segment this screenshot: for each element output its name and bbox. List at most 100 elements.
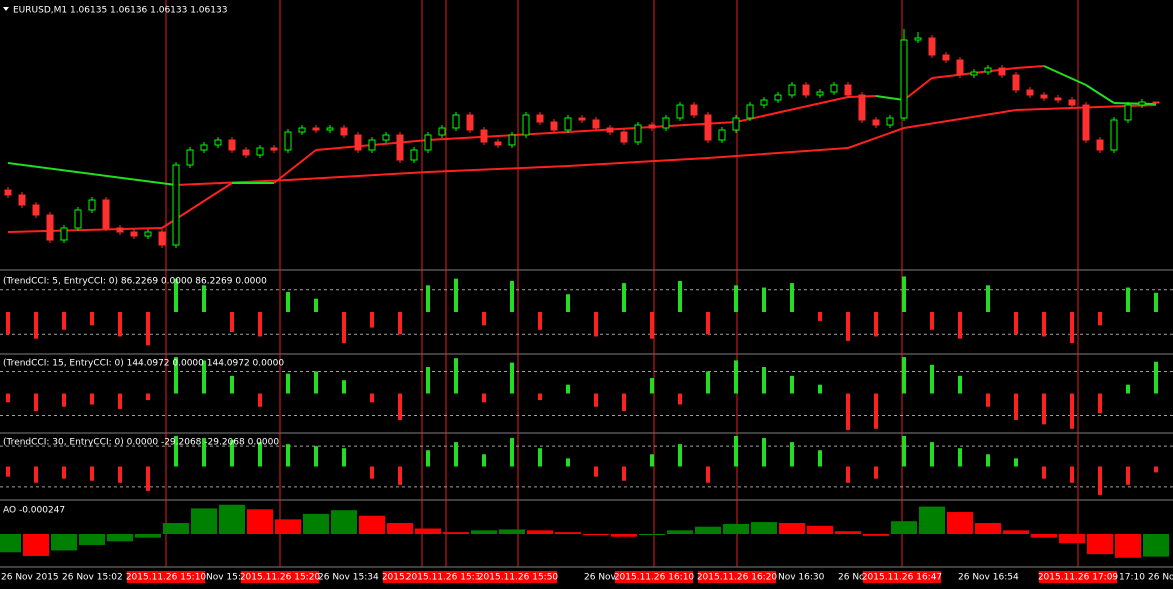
cci-bar xyxy=(538,448,542,467)
cci-bar xyxy=(90,312,94,326)
candle-body xyxy=(662,117,670,129)
menu-triangle[interactable] xyxy=(3,7,9,11)
cci-bar xyxy=(370,466,374,479)
ao-bar xyxy=(919,506,945,534)
candle-body xyxy=(340,127,348,136)
candle-body xyxy=(522,114,530,136)
cci-bar xyxy=(370,393,374,403)
cci-bar xyxy=(874,466,878,479)
cci-bar xyxy=(986,285,990,312)
candle-body xyxy=(396,134,404,161)
cci-bar xyxy=(1042,393,1046,425)
cci-bar xyxy=(706,312,710,335)
time-label: 2015.11.26 16:10 xyxy=(614,573,695,583)
candle-body xyxy=(844,84,852,96)
candle-body xyxy=(1012,74,1020,91)
cci-bar xyxy=(1126,287,1130,312)
cci-bar xyxy=(6,466,10,477)
moving-average-segment xyxy=(1015,65,1045,69)
cci-bar xyxy=(594,393,598,407)
candle-body xyxy=(774,94,782,101)
candle-body xyxy=(46,214,54,241)
cci-bar xyxy=(846,466,850,483)
ao-bar xyxy=(891,521,917,534)
cci-bar xyxy=(874,393,878,429)
cci-bar xyxy=(314,371,318,394)
ao-bar xyxy=(527,530,553,534)
candle-body xyxy=(368,139,376,151)
candle-body xyxy=(1110,119,1118,151)
candle-body xyxy=(760,99,768,106)
cci-bar xyxy=(146,312,150,346)
cci-bar xyxy=(1154,361,1158,394)
ao-bar xyxy=(947,512,973,534)
cci-bar xyxy=(958,312,962,339)
moving-average-segment xyxy=(1043,65,1087,86)
moving-average-segment xyxy=(903,77,933,101)
cci-bar xyxy=(678,393,682,405)
cci-bar xyxy=(846,393,850,430)
cci-bar xyxy=(426,450,430,467)
cci-bar xyxy=(510,280,514,312)
cci-bar xyxy=(6,312,10,335)
cci-bar xyxy=(62,312,66,330)
ao-bar xyxy=(247,509,273,534)
candle-body xyxy=(648,124,656,129)
ao-bar xyxy=(863,534,889,536)
candle-body xyxy=(354,134,362,151)
cci-bar xyxy=(34,466,38,483)
candle-body xyxy=(816,91,824,96)
cci-bar xyxy=(1098,312,1102,326)
candle-body xyxy=(382,134,390,141)
cci-bar xyxy=(1014,312,1018,335)
cci-bar xyxy=(90,466,94,481)
candle-body xyxy=(326,127,334,131)
cci-bar xyxy=(286,292,290,312)
ao-bar xyxy=(807,525,833,534)
candle-body xyxy=(676,104,684,119)
candle-body xyxy=(480,129,488,143)
cci-bar xyxy=(90,393,94,405)
cci-bar xyxy=(258,393,262,407)
ao-bar xyxy=(51,534,77,551)
cci-bar xyxy=(482,393,486,403)
moving-average-segment xyxy=(847,127,905,149)
cci-bar xyxy=(958,448,962,467)
cci-bar xyxy=(146,393,150,401)
ao-bar xyxy=(135,534,161,538)
cci-bar xyxy=(986,454,990,467)
cci-bar xyxy=(62,393,66,407)
ao-bar xyxy=(1143,534,1169,557)
cci-bar xyxy=(426,367,430,394)
cci-bar xyxy=(846,312,850,341)
ao-bar xyxy=(583,534,609,535)
time-highlight xyxy=(241,571,319,583)
candle-body xyxy=(116,227,124,233)
ao-bar xyxy=(415,528,441,534)
time-label: 2015.11.26 15:50 xyxy=(478,573,559,583)
cci-bar xyxy=(1154,292,1158,312)
candle-body xyxy=(1040,94,1048,99)
cci-bar xyxy=(202,360,206,394)
time-label: 2015.11.26 16:47 xyxy=(862,573,942,583)
cci-bar xyxy=(622,283,626,312)
candle-body xyxy=(452,114,460,129)
candle-body xyxy=(788,84,796,96)
ao-bar xyxy=(0,534,21,553)
cci-bar xyxy=(1098,393,1102,414)
candle-body xyxy=(1152,101,1160,104)
cci-bar xyxy=(1126,384,1130,394)
candle-body xyxy=(536,114,544,123)
cci-bar xyxy=(594,312,598,337)
candle-body xyxy=(564,117,572,131)
cci-bar xyxy=(622,393,626,412)
cci-bar xyxy=(202,285,206,312)
time-label: 26 Nov 16:54 xyxy=(958,573,1019,583)
candle-body xyxy=(410,149,418,161)
cci-bar xyxy=(426,285,430,312)
candle-body xyxy=(942,54,950,61)
cci-bar xyxy=(930,364,934,394)
candle-body xyxy=(592,119,600,129)
candle-body xyxy=(466,114,474,131)
ao-bar xyxy=(499,529,525,534)
